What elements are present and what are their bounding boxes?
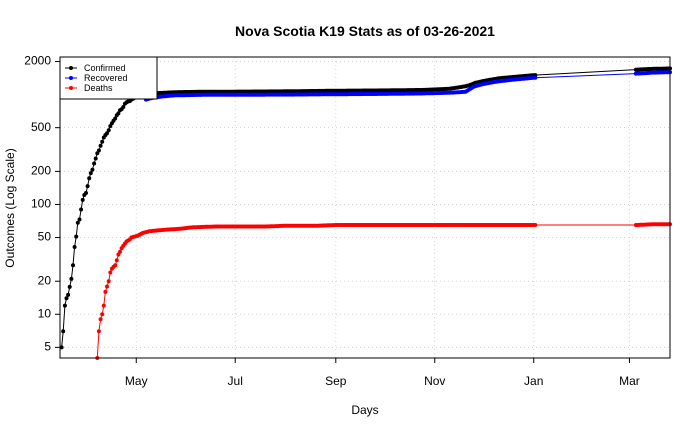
data-point bbox=[103, 289, 108, 294]
data-point bbox=[100, 139, 105, 144]
data-point bbox=[62, 303, 67, 308]
data-point bbox=[79, 207, 84, 212]
data-point bbox=[118, 249, 122, 254]
data-point bbox=[92, 161, 97, 166]
legend-marker bbox=[69, 86, 73, 90]
data-point bbox=[64, 296, 69, 301]
y-tick-label: 100 bbox=[31, 197, 51, 211]
data-point bbox=[80, 197, 85, 202]
series-deaths bbox=[95, 222, 672, 360]
data-point bbox=[88, 171, 93, 176]
series-layer bbox=[59, 66, 672, 360]
data-point bbox=[96, 329, 101, 334]
data-point bbox=[93, 156, 98, 161]
data-point bbox=[96, 148, 101, 153]
data-point bbox=[98, 143, 103, 148]
y-axis-label: Outcomes (Log Scale) bbox=[3, 148, 17, 267]
y-tick-label: 5 bbox=[44, 340, 51, 354]
data-point bbox=[71, 263, 75, 268]
data-point bbox=[108, 270, 113, 275]
legend-marker bbox=[69, 66, 73, 70]
x-tick-label: Jan bbox=[524, 374, 543, 388]
data-point bbox=[114, 258, 119, 263]
data-point bbox=[105, 131, 109, 136]
legend-marker bbox=[69, 76, 73, 80]
x-axis: May Jul Sep Nov Jan Mar bbox=[125, 358, 640, 388]
data-point bbox=[533, 223, 538, 227]
x-tick-label: Sep bbox=[325, 374, 347, 388]
data-point bbox=[90, 167, 95, 172]
y-tick-label: 20 bbox=[38, 273, 52, 287]
y-tick-label: 50 bbox=[38, 230, 52, 244]
data-point bbox=[84, 191, 88, 195]
data-point bbox=[116, 111, 121, 116]
x-tick-label: May bbox=[125, 374, 148, 388]
x-tick-label: Mar bbox=[619, 374, 640, 388]
x-axis-label: Days bbox=[351, 403, 378, 417]
plot-frame bbox=[59, 56, 671, 359]
legend-label: Confirmed bbox=[84, 63, 126, 73]
x-tick-label: Jul bbox=[228, 374, 243, 388]
grid bbox=[60, 57, 670, 358]
y-axis: 5 10 20 50 100 200 500 2000 bbox=[24, 54, 60, 354]
y-tick-label: 10 bbox=[38, 306, 52, 320]
series-line bbox=[96, 223, 670, 359]
data-point bbox=[85, 184, 90, 189]
data-point bbox=[75, 220, 80, 225]
data-point bbox=[59, 345, 64, 350]
data-point bbox=[106, 128, 111, 133]
chart-title: Nova Scotia K19 Stats as of 03-26-2021 bbox=[235, 23, 495, 39]
series-line bbox=[61, 68, 671, 348]
data-point bbox=[113, 116, 118, 121]
data-point bbox=[66, 292, 71, 297]
data-point bbox=[74, 234, 79, 239]
legend-label: Deaths bbox=[84, 83, 113, 93]
series-recovered bbox=[144, 70, 672, 102]
series-confirmed bbox=[59, 66, 672, 350]
data-point bbox=[69, 276, 74, 281]
data-point bbox=[77, 217, 82, 222]
data-point bbox=[67, 284, 72, 289]
data-point bbox=[113, 263, 118, 268]
data-point bbox=[100, 312, 105, 317]
legend-label: Recovered bbox=[84, 73, 128, 83]
x-tick-label: Nov bbox=[424, 374, 445, 388]
y-tick-label: 200 bbox=[31, 164, 51, 178]
data-point bbox=[121, 105, 126, 109]
data-point bbox=[105, 284, 109, 289]
data-point bbox=[61, 329, 66, 334]
y-tick-label: 2000 bbox=[24, 54, 51, 68]
data-point bbox=[72, 245, 77, 249]
y-tick-label: 500 bbox=[31, 120, 51, 134]
data-point bbox=[87, 176, 92, 181]
data-point bbox=[533, 75, 538, 80]
data-point bbox=[106, 279, 111, 284]
data-point bbox=[98, 317, 103, 322]
data-point bbox=[101, 303, 106, 308]
